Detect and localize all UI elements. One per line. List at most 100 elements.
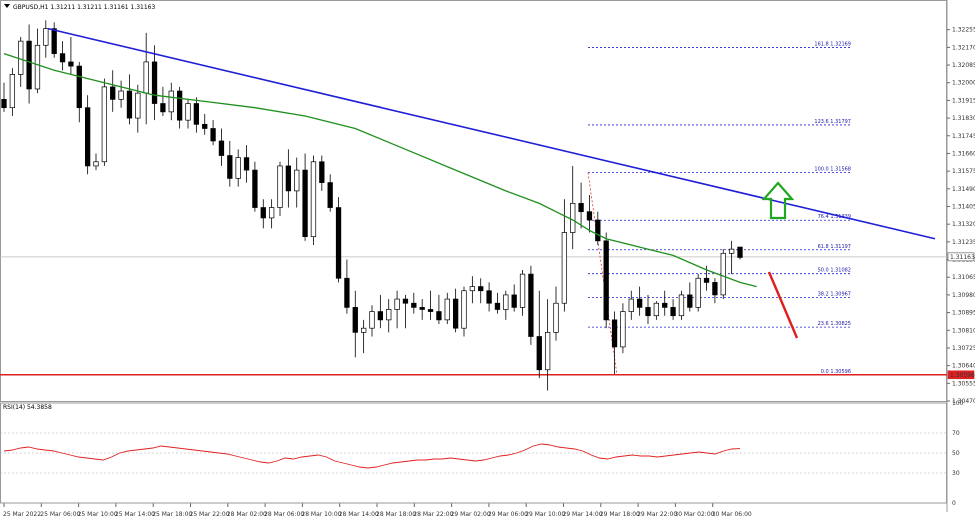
y-tick-label: 1.31065	[952, 274, 975, 281]
candle-body	[645, 307, 651, 317]
y-tick-label: 1.32085	[952, 62, 975, 69]
rsi-line	[3, 443, 741, 469]
candle-body	[126, 90, 133, 119]
fib-level-label: 0.0 1.30596	[821, 369, 851, 375]
candle-body	[294, 169, 300, 192]
support-price-label: 1.30596	[950, 372, 975, 379]
candle-body	[252, 169, 258, 208]
candle-body	[503, 294, 509, 310]
candle-body	[720, 252, 726, 296]
candle-body	[678, 294, 685, 317]
chart-title: GBPUSD,H1 1.31211 1.31211 1.31161 1.3116…	[13, 4, 155, 11]
x-tick-label: 29 Mar 10:00	[525, 511, 565, 518]
dropdown-triangle-icon	[4, 4, 10, 8]
candle-body	[76, 65, 82, 109]
rsi-tick-label: 70	[952, 430, 960, 437]
y-tick-label: 1.31575	[952, 168, 975, 175]
candle-body	[193, 103, 200, 125]
y-tick-label: 1.30810	[952, 327, 975, 334]
candle-body	[277, 165, 283, 208]
candle-body	[386, 309, 392, 321]
candle-body	[227, 155, 233, 179]
candle-body	[110, 86, 116, 100]
candle-body	[528, 273, 534, 337]
candle-body	[210, 128, 216, 142]
candle-body	[519, 273, 526, 308]
y-tick-label: 1.30470	[952, 398, 975, 405]
candle-body	[728, 248, 735, 254]
candle-body	[118, 90, 124, 100]
candle-body	[43, 28, 49, 46]
candle-body	[101, 86, 108, 163]
candle-body	[570, 203, 576, 233]
candle-body	[620, 311, 626, 348]
trend-line	[47, 27, 936, 240]
candle-body	[34, 44, 41, 90]
x-tick-label: 29 Mar 22:00	[637, 511, 677, 518]
y-tick-label: 1.30725	[952, 345, 975, 352]
x-tick-label: 29 Mar 18:00	[600, 511, 640, 518]
candle-body	[561, 232, 568, 304]
x-tick-label: 25 Mar 18:00	[152, 511, 192, 518]
candle-body	[402, 298, 409, 304]
y-tick-label: 1.31490	[952, 186, 975, 193]
candle-body	[478, 286, 484, 292]
support-price-box	[947, 370, 975, 380]
rsi-tick-label: 100	[952, 400, 964, 407]
fib-level-label: 38.2 1.30967	[818, 292, 851, 298]
current-price-price-box	[947, 252, 975, 262]
candle-body	[578, 203, 584, 213]
candle-body	[268, 207, 275, 219]
y-tick-label: 1.30555	[952, 380, 975, 387]
candle-body	[26, 40, 32, 90]
fib-level-label: 123.6 1.31797	[814, 119, 851, 125]
candle-body	[369, 311, 375, 329]
x-tick-label: 28 Mar 10:00	[301, 511, 341, 518]
x-tick-label: 29 Mar 14:00	[563, 511, 603, 518]
up-arrow-icon	[761, 181, 795, 220]
rsi-title: RSI(14) 54.3858	[3, 404, 52, 411]
candle-body	[143, 61, 149, 94]
y-tick-label: 1.30640	[952, 363, 975, 370]
candle-body	[93, 161, 99, 167]
candle-body	[628, 298, 634, 312]
moving-average-line	[3, 52, 757, 288]
candle-body	[344, 277, 350, 308]
candle-body	[452, 298, 459, 329]
candle-body	[553, 302, 559, 333]
x-tick-label: 25 Mar 2022	[3, 511, 41, 518]
candle-body	[394, 298, 400, 310]
y-tick-label: 1.32255	[952, 27, 975, 34]
candle-body	[185, 103, 191, 121]
x-tick-label: 30 Mar 02:00	[674, 511, 714, 518]
rsi-tick-label: 30	[952, 470, 960, 477]
candle-body	[461, 290, 467, 329]
candle-body	[511, 294, 517, 308]
candle-body	[1, 99, 7, 109]
y-tick-label: 1.32170	[952, 44, 975, 51]
candle-body	[160, 103, 166, 113]
candle-body	[151, 61, 158, 104]
candle-body	[176, 90, 183, 121]
candle-body	[712, 282, 718, 296]
candle-body	[202, 123, 208, 129]
fib-level-label: 23.6 1.30825	[818, 321, 851, 327]
candle-body	[611, 319, 618, 348]
candle-body	[444, 298, 450, 321]
candle-body	[68, 61, 74, 67]
candle-body	[703, 277, 710, 283]
fib-level-label: 61.8 1.31197	[818, 244, 851, 250]
candle-body	[302, 169, 308, 238]
x-tick-label: 28 Mar 06:00	[264, 511, 304, 518]
candle-body	[377, 311, 384, 321]
candle-body	[486, 290, 492, 304]
candle-body	[536, 336, 542, 371]
y-tick-label: 1.31320	[952, 221, 975, 228]
candle-body	[494, 302, 501, 310]
candle-body	[319, 161, 325, 183]
fib-level-label: 161.8 1.32169	[814, 42, 851, 48]
x-tick-label: 28 Mar 02:00	[227, 511, 267, 518]
candle-body	[595, 219, 601, 242]
